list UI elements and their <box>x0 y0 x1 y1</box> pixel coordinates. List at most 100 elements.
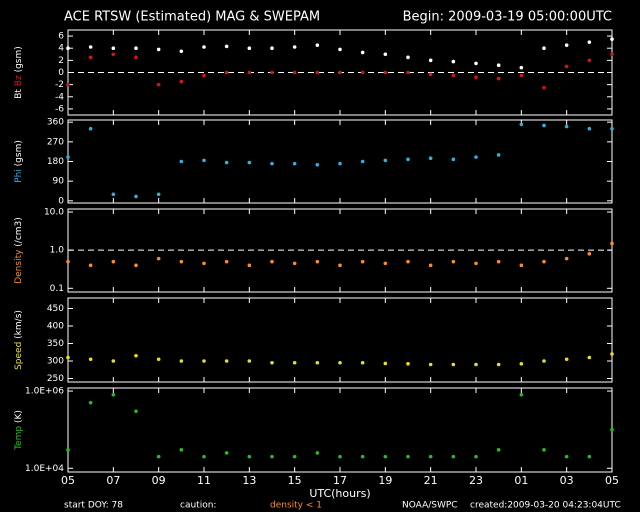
data-point <box>406 70 410 75</box>
x-axis-label: UTC(hours) <box>309 487 370 500</box>
panel-frame <box>67 387 613 473</box>
data-point <box>134 353 138 358</box>
data-point <box>156 454 161 459</box>
y-axis-label: Density (/cm3) <box>14 217 24 284</box>
data-point <box>179 159 184 164</box>
data-point <box>360 454 365 459</box>
data-point <box>156 256 161 261</box>
data-point <box>474 75 478 80</box>
data-point <box>202 454 206 459</box>
y-axis-label: Temp (K) <box>14 410 24 451</box>
y-tick-label: 350 <box>47 339 64 349</box>
data-point <box>338 161 342 166</box>
y-tick-label: 360 <box>47 118 64 128</box>
data-point <box>292 45 297 49</box>
data-point <box>134 46 138 51</box>
data-point <box>542 448 546 452</box>
panel-frame <box>67 119 613 204</box>
data-point <box>428 72 433 77</box>
y-axis-unit: (gsm) <box>14 140 24 166</box>
data-point <box>496 153 501 157</box>
data-point <box>247 160 252 165</box>
data-point <box>292 454 297 459</box>
data-point <box>315 70 320 75</box>
data-point <box>474 155 478 159</box>
data-point <box>496 76 501 81</box>
data-point <box>111 392 116 397</box>
data-point <box>338 47 342 52</box>
caution: caution: <box>180 501 216 511</box>
data-point <box>224 359 229 363</box>
data-point <box>202 73 206 78</box>
y-tick-label: 90 <box>53 177 65 187</box>
data-point <box>610 52 614 57</box>
data-point <box>156 357 161 362</box>
y-axis-label: Speed (km/s) <box>14 310 24 370</box>
data-point <box>451 73 456 78</box>
x-tick-label: 01 <box>514 474 528 487</box>
data-point <box>224 259 229 264</box>
data-point <box>542 85 546 90</box>
y-axis-label: Bt Bz (gsm) <box>14 46 24 99</box>
data-point <box>111 192 116 197</box>
data-point <box>66 46 70 51</box>
data-point <box>134 263 138 268</box>
data-point <box>270 454 274 459</box>
data-point <box>315 451 320 455</box>
data-point <box>338 70 342 75</box>
x-tick-label: 07 <box>106 474 120 487</box>
data-point <box>587 40 592 44</box>
data-point <box>292 360 297 365</box>
data-point <box>451 157 456 162</box>
data-point <box>66 155 70 159</box>
data-point <box>587 252 592 256</box>
data-point <box>406 55 410 60</box>
data-point <box>406 454 410 459</box>
data-point <box>564 43 569 47</box>
y-tick-label: 1.0E+04 <box>25 464 64 474</box>
data-point <box>224 451 229 455</box>
y-axis-label: Phi (gsm) <box>14 140 24 183</box>
y-tick-label: 300 <box>47 357 64 367</box>
y-axis-unit: (/cm3) <box>14 217 24 247</box>
data-point <box>270 161 274 166</box>
data-point <box>428 454 433 459</box>
data-point <box>111 52 116 57</box>
data-point <box>292 161 297 166</box>
data-point <box>66 259 70 264</box>
data-point <box>360 259 365 264</box>
data-point <box>564 256 569 261</box>
data-point <box>587 454 592 459</box>
x-tick-label: 21 <box>424 474 438 487</box>
data-point <box>519 73 524 78</box>
data-point <box>519 263 524 268</box>
data-point <box>474 362 478 367</box>
data-point <box>451 454 456 459</box>
data-point <box>66 355 70 360</box>
data-point <box>315 162 320 167</box>
legend-entry: Speed <box>14 342 24 370</box>
data-point <box>519 122 524 127</box>
data-point <box>406 362 410 366</box>
data-point <box>247 46 252 51</box>
data-point <box>360 70 365 75</box>
legend-entry: Bz <box>14 75 24 86</box>
data-point <box>610 241 614 246</box>
data-point <box>270 70 274 75</box>
x-tick-label: 05 <box>605 474 619 487</box>
data-point <box>587 355 592 360</box>
data-point <box>383 454 388 459</box>
data-point <box>496 259 501 264</box>
x-tick-label: 15 <box>288 474 302 487</box>
data-point <box>270 360 274 365</box>
y-tick-label: 0 <box>58 68 64 78</box>
data-point <box>202 261 206 266</box>
data-point <box>134 409 138 414</box>
data-point <box>383 70 388 75</box>
data-point <box>610 37 614 41</box>
start-doy: start DOY: 78 <box>64 501 123 511</box>
legend-entry: Density <box>14 249 24 284</box>
data-point <box>360 159 365 164</box>
data-point <box>315 360 320 365</box>
